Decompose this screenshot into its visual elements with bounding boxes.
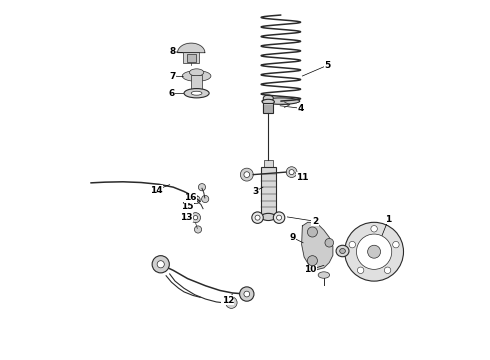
Bar <box>264 159 273 167</box>
Circle shape <box>225 297 237 309</box>
Circle shape <box>273 212 285 224</box>
Circle shape <box>244 172 250 177</box>
Text: 16: 16 <box>184 193 197 202</box>
Circle shape <box>286 167 297 177</box>
Circle shape <box>198 184 205 191</box>
Bar <box>263 103 273 113</box>
Text: 2: 2 <box>312 217 318 226</box>
Circle shape <box>307 256 318 266</box>
Circle shape <box>289 170 294 175</box>
Text: 1: 1 <box>385 215 392 224</box>
Text: 7: 7 <box>170 72 176 81</box>
Circle shape <box>349 242 356 248</box>
Circle shape <box>201 195 209 203</box>
Bar <box>183 52 199 63</box>
Ellipse shape <box>262 98 300 104</box>
Polygon shape <box>177 43 205 53</box>
Text: 9: 9 <box>289 233 295 242</box>
Text: 12: 12 <box>221 296 234 305</box>
Ellipse shape <box>336 245 349 257</box>
Circle shape <box>195 226 201 233</box>
Circle shape <box>368 245 381 258</box>
Text: 10: 10 <box>304 265 317 274</box>
Ellipse shape <box>263 95 273 102</box>
Ellipse shape <box>184 89 209 98</box>
Circle shape <box>344 222 403 281</box>
Circle shape <box>384 267 391 274</box>
Text: 3: 3 <box>252 187 258 196</box>
Text: 6: 6 <box>169 89 174 98</box>
Circle shape <box>157 261 164 268</box>
Text: 13: 13 <box>179 213 192 222</box>
Ellipse shape <box>190 69 204 76</box>
Circle shape <box>240 287 254 301</box>
Ellipse shape <box>340 248 345 253</box>
Text: 11: 11 <box>296 173 309 182</box>
Circle shape <box>392 242 399 248</box>
Circle shape <box>191 213 200 223</box>
Circle shape <box>255 215 260 220</box>
Bar <box>191 75 202 89</box>
Circle shape <box>357 267 364 274</box>
Text: 15: 15 <box>181 202 193 211</box>
Text: 5: 5 <box>324 61 331 70</box>
Circle shape <box>194 216 197 220</box>
Bar <box>187 54 196 62</box>
Circle shape <box>192 196 200 204</box>
Ellipse shape <box>261 213 275 221</box>
Circle shape <box>252 212 263 224</box>
Circle shape <box>325 238 334 247</box>
Text: 8: 8 <box>170 47 176 56</box>
Circle shape <box>356 234 392 269</box>
Text: 4: 4 <box>297 104 304 113</box>
Circle shape <box>152 256 170 273</box>
Text: 14: 14 <box>150 185 163 194</box>
Bar <box>261 167 276 214</box>
Circle shape <box>244 291 250 297</box>
Circle shape <box>276 215 282 220</box>
Circle shape <box>371 226 377 232</box>
Ellipse shape <box>182 71 211 81</box>
Polygon shape <box>302 222 333 270</box>
Ellipse shape <box>262 99 274 104</box>
Ellipse shape <box>318 272 330 278</box>
Circle shape <box>307 227 318 237</box>
Ellipse shape <box>191 91 202 95</box>
Circle shape <box>240 168 253 181</box>
